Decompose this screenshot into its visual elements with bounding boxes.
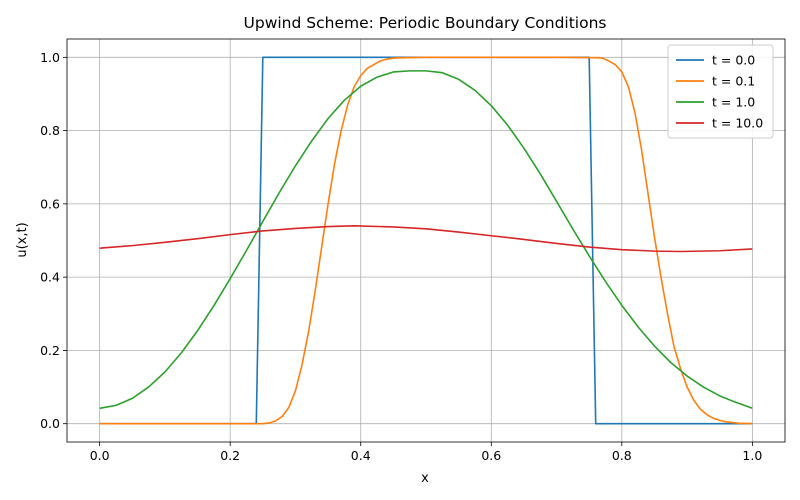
y-tick-label: 0.8 — [40, 123, 60, 138]
plot-area-frame — [66, 38, 786, 443]
x-tick-label: 0.0 — [90, 448, 110, 463]
y-tick-label: 0.6 — [40, 196, 60, 211]
axis-ticks: 0.0 0.2 0.4 0.6 0.8 1.0 0.0 0.2 0.4 0.6 0.8 1.0 — [40, 50, 762, 463]
y-tick-label: 0.4 — [40, 270, 60, 285]
y-tick-label: 0.0 — [40, 416, 60, 431]
y-tick-label: 0.2 — [40, 343, 60, 358]
x-tick-label: 0.2 — [220, 448, 240, 463]
x-tick-label: 0.6 — [481, 448, 501, 463]
x-axis-title: x — [421, 471, 429, 486]
x-tick-label: 0.8 — [612, 448, 632, 463]
series-lines — [99, 56, 753, 425]
series-line-2 — [99, 70, 753, 410]
y-axis-title: u(x,t) — [15, 222, 30, 257]
legend: t = 0.0 t = 0.1 t = 1.0 t = 10.0 — [667, 44, 774, 139]
x-tick-label: 0.4 — [351, 448, 371, 463]
y-tick-label: 1.0 — [40, 50, 60, 65]
legend-label: t = 0.1 — [712, 74, 755, 89]
series-line-3 — [99, 225, 753, 253]
legend-label: t = 0.0 — [712, 53, 755, 68]
legend-label: t = 10.0 — [712, 116, 763, 131]
x-tick-label: 1.0 — [742, 448, 762, 463]
legend-label: t = 1.0 — [712, 95, 755, 110]
legend-box — [667, 44, 774, 139]
series-line-1 — [99, 56, 753, 425]
chart-title: Upwind Scheme: Periodic Boundary Conditi… — [244, 14, 607, 32]
